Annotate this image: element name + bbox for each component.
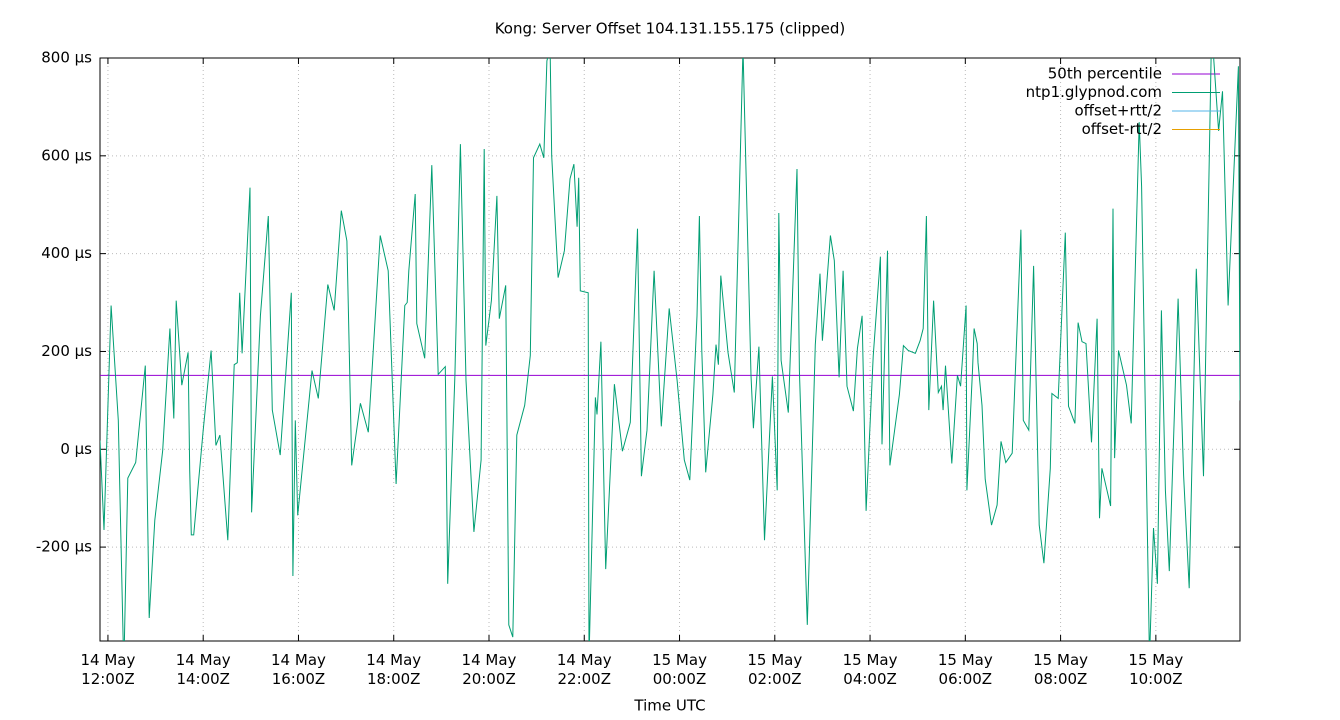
chart-title: Kong: Server Offset 104.131.155.175 (cli… bbox=[495, 20, 846, 38]
x-tick-label: 14 May 14:00Z bbox=[175, 651, 231, 688]
x-tick-label: 15 May 02:00Z bbox=[747, 651, 803, 688]
y-tick-label: 600 µs bbox=[41, 146, 92, 164]
legend-label: offset+rtt/2 bbox=[1074, 102, 1162, 120]
x-tick-label: 14 May 16:00Z bbox=[271, 651, 326, 688]
x-tick-label: 14 May 20:00Z bbox=[461, 651, 517, 688]
x-tick-label: 15 May 10:00Z bbox=[1128, 651, 1184, 688]
x-tick-label: 14 May 12:00Z bbox=[80, 651, 136, 688]
x-tick-label: 14 May 22:00Z bbox=[556, 651, 612, 688]
x-tick-label: 15 May 04:00Z bbox=[842, 651, 898, 688]
x-axis-label: Time UTC bbox=[633, 697, 705, 715]
legend-label: ntp1.glypnod.com bbox=[1026, 83, 1162, 101]
series-line bbox=[100, 58, 1240, 641]
y-tick-label: -200 µs bbox=[36, 538, 92, 556]
x-tick-label: 15 May 00:00Z bbox=[652, 651, 707, 688]
legend-label: offset-rtt/2 bbox=[1082, 120, 1162, 138]
y-tick-label: 0 µs bbox=[60, 440, 92, 458]
y-tick-label: 800 µs bbox=[41, 49, 92, 67]
x-tick-label: 14 May 18:00Z bbox=[366, 651, 422, 688]
legend-label: 50th percentile bbox=[1048, 65, 1162, 83]
y-tick-label: 200 µs bbox=[41, 342, 92, 360]
x-tick-label: 15 May 06:00Z bbox=[937, 651, 993, 688]
y-tick-label: 400 µs bbox=[41, 244, 92, 262]
x-tick-label: 15 May 08:00Z bbox=[1033, 651, 1089, 688]
